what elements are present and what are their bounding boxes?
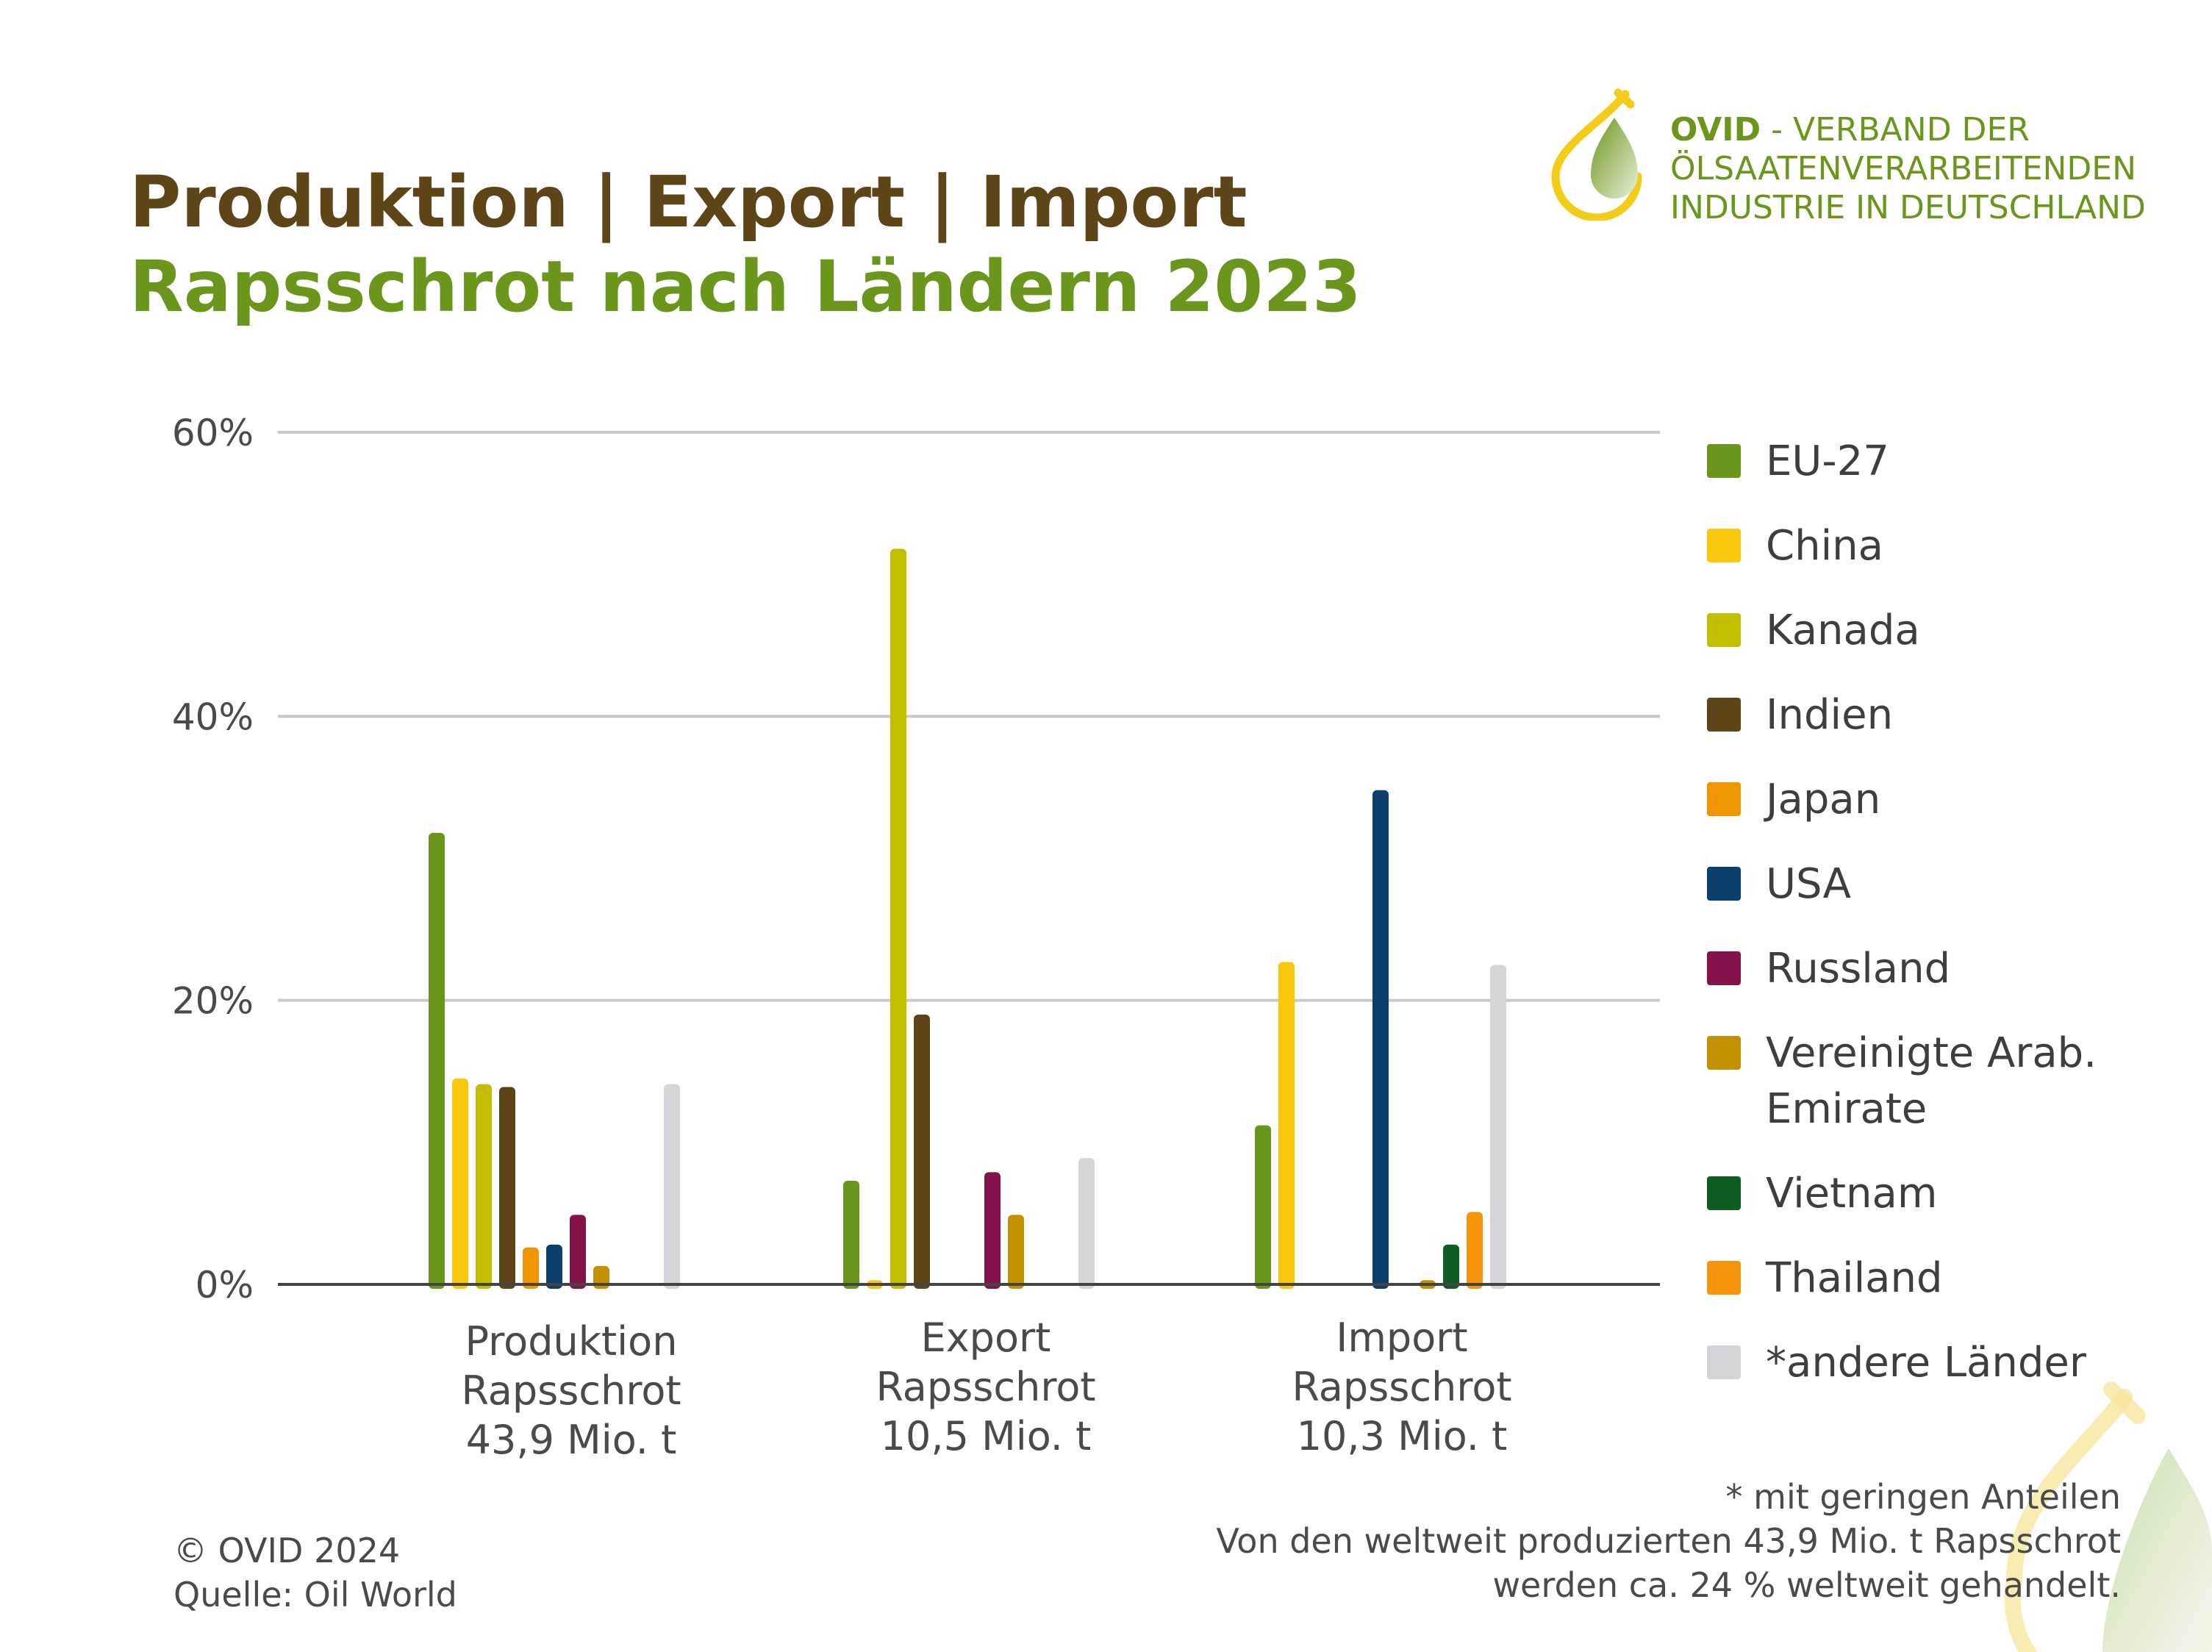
legend-item: Vietnam	[1707, 1166, 2192, 1222]
legend-swatch	[1707, 782, 1741, 816]
legend-item: Thailand	[1707, 1251, 2192, 1306]
grid-lines	[278, 431, 1660, 1002]
bar	[914, 1014, 930, 1289]
category-label: 10,5 Mio. t	[881, 1413, 1092, 1459]
legend-label: USA	[1766, 860, 1851, 908]
y-tick-label: 60%	[172, 412, 254, 454]
category-label: Rapsschrot	[876, 1364, 1095, 1410]
category-label: Rapsschrot	[1292, 1364, 1511, 1410]
legend-label: Japan	[1766, 776, 1881, 823]
footnote-asterisk: * mit geringen Anteilen	[1725, 1477, 2121, 1517]
legend-item: Russland	[1707, 941, 2192, 997]
legend-label: Indien	[1766, 691, 1894, 739]
bars	[429, 548, 1506, 1289]
legend-swatch	[1707, 1345, 1741, 1379]
legend-label: EU-27	[1766, 437, 1889, 485]
logo-line-2: ÖLSAATENVERARBEITENDEN	[1670, 150, 2137, 187]
category-label: 43,9 Mio. t	[466, 1417, 677, 1463]
legend: EU-27 China Kanada Indien Japan USA Russland Ve…	[1707, 434, 2192, 1420]
copyright: © OVID 2024	[173, 1531, 401, 1570]
bar	[1255, 1125, 1271, 1289]
logo-line1-text: - VERBAND DER	[1761, 111, 2030, 149]
y-tick-label: 0%	[196, 1264, 254, 1306]
bar	[499, 1087, 515, 1289]
legend-label: Russland	[1766, 945, 1951, 993]
bar	[664, 1084, 680, 1289]
bar	[1008, 1215, 1024, 1289]
legend-label: China	[1766, 522, 1883, 570]
bar	[984, 1172, 1001, 1289]
legend-label: Vietnam	[1766, 1170, 1938, 1217]
logo-text: OVID - VERBAND DER ÖLSAATENVERARBEITENDE…	[1670, 110, 2146, 227]
bar	[1490, 965, 1506, 1289]
legend-swatch	[1707, 698, 1741, 732]
bar	[476, 1084, 492, 1289]
legend-swatch	[1707, 1176, 1741, 1210]
ovid-drop-logo-icon	[1551, 88, 1642, 221]
decorative-drop-icon	[2004, 1381, 2212, 1652]
logo-line-3: INDUSTRIE IN DEUTSCHLAND	[1670, 189, 2146, 226]
legend-label: Emirate	[1766, 1085, 1928, 1133]
category-label: Rapsschrot	[461, 1367, 681, 1414]
chart-title: Produktion | Export | Import	[129, 161, 1248, 243]
category-label: 10,3 Mio. t	[1297, 1413, 1508, 1459]
bar	[1278, 962, 1295, 1289]
footnote-line-2: Von den weltweit produzierten 43,9 Mio. …	[1216, 1521, 2121, 1561]
source: Quelle: Oil World	[173, 1575, 457, 1615]
bar	[1078, 1158, 1095, 1289]
bar	[523, 1247, 539, 1289]
logo-brand: OVID	[1670, 111, 1761, 149]
legend-swatch	[1707, 444, 1741, 478]
legend-label: Kanada	[1766, 607, 1920, 654]
category-label: Import	[1336, 1315, 1467, 1361]
bar	[843, 1180, 859, 1289]
category-label: Produktion	[465, 1318, 678, 1365]
legend-label: Vereinigte Arab.	[1766, 1029, 2097, 1077]
legend-swatch	[1707, 1261, 1741, 1295]
y-tick-label: 40%	[172, 696, 254, 738]
chart-subtitle: Rapsschrot nach Ländern 2023	[129, 246, 1361, 328]
legend-swatch	[1707, 1036, 1741, 1070]
footnotes: * mit geringen Anteilen Von den weltweit…	[1216, 1475, 2121, 1607]
bar	[546, 1244, 562, 1289]
y-tick-label: 20%	[172, 980, 254, 1023]
legend-swatch	[1707, 867, 1741, 901]
legend-item: China	[1707, 518, 2192, 574]
footnote-line-3: werden ca. 24 % weltweit gehandelt.	[1492, 1565, 2121, 1605]
legend-item: Japan	[1707, 772, 2192, 828]
legend-item: Indien	[1707, 687, 2192, 743]
logo-line-1: OVID - VERBAND DER	[1670, 110, 2146, 149]
bar	[1443, 1244, 1459, 1289]
bar	[1372, 790, 1389, 1289]
category-label: Export	[921, 1315, 1051, 1361]
bar	[1467, 1212, 1483, 1289]
legend-item: *andere Länder	[1707, 1335, 2192, 1391]
legend-item: Vereinigte Arab. Emirate	[1707, 1026, 2192, 1137]
legend-label: Thailand	[1766, 1254, 1943, 1302]
bar	[570, 1215, 586, 1289]
legend-item: EU-27	[1707, 434, 2192, 490]
bar	[429, 832, 445, 1289]
legend-item: USA	[1707, 857, 2192, 912]
legend-swatch	[1707, 951, 1741, 985]
legend-item: Kanada	[1707, 603, 2192, 659]
legend-swatch	[1707, 529, 1741, 562]
legend-label: *andere Länder	[1766, 1339, 2086, 1387]
y-axis-ticks: 0% 20% 40% 60%	[172, 412, 254, 1306]
legend-swatch	[1707, 613, 1741, 647]
credits: © OVID 2024 Quelle: Oil World	[173, 1528, 457, 1617]
bar	[452, 1078, 468, 1289]
bar	[890, 548, 906, 1289]
